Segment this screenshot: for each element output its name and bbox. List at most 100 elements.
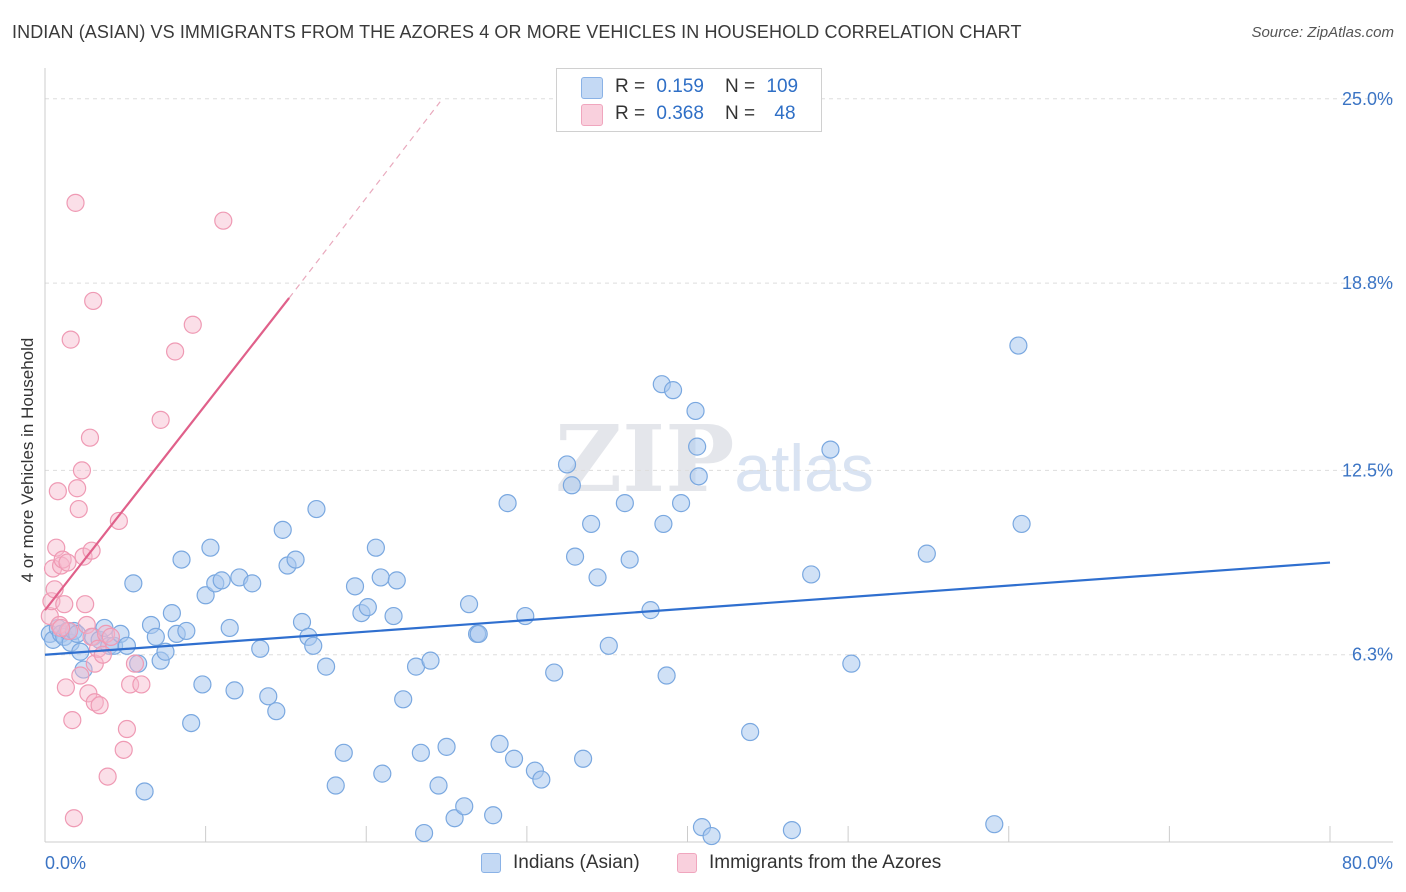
y-axis-label: 4 or more Vehicles in Household [18, 337, 37, 583]
data-point-azores [79, 684, 98, 703]
data-point-indians [421, 651, 440, 670]
data-point-indians [225, 681, 244, 700]
legend-row-indians: R = 0.159 N = 109 [557, 74, 821, 100]
data-point-indians [782, 821, 802, 840]
data-point-indians [565, 547, 585, 566]
data-point-indians [671, 494, 691, 513]
data-point-indians [573, 749, 593, 768]
data-point-indians [243, 574, 262, 593]
data-point-azores [48, 482, 67, 501]
data-point-azores [58, 553, 77, 572]
data-point-indians [387, 571, 406, 590]
watermark-zip: ZIP [555, 405, 735, 513]
data-point-indians [286, 550, 305, 569]
trend-line-azores [44, 297, 291, 611]
data-point-indians [146, 627, 165, 646]
data-point-indians [304, 636, 323, 655]
data-point-indians [504, 749, 524, 768]
data-point-azores [132, 675, 151, 694]
data-point-azores [53, 550, 72, 569]
data-point-azores [68, 479, 87, 498]
legend-n-label: N = [725, 103, 756, 124]
legend-row-azores: R = 0.368 N = 48 [557, 101, 821, 127]
data-point-azores [80, 428, 100, 447]
data-point-azores [117, 719, 137, 739]
data-point-indians [615, 494, 634, 513]
data-point-indians [95, 618, 114, 638]
data-point-indians [532, 770, 551, 789]
data-point-indians [557, 455, 577, 474]
watermark: ZIPatlas [555, 405, 874, 513]
legend-swatch-indians [581, 77, 603, 99]
data-point-indians [469, 624, 488, 644]
data-point-indians [821, 440, 840, 459]
data-point-indians [196, 586, 215, 605]
y-axis-label-wrap: 4 or more Vehicles in Household [16, 180, 40, 740]
data-point-azores [63, 711, 82, 730]
data-point-indians [599, 636, 618, 655]
data-point-indians [135, 782, 154, 801]
data-point-azores [66, 193, 85, 212]
data-point-azores [214, 211, 233, 230]
data-point-azores [50, 615, 69, 635]
data-point-indians [373, 764, 392, 783]
data-point-azores [77, 615, 96, 635]
legend-r-label: R = [615, 76, 646, 97]
bottom-legend-label-indians: Indians (Asian) [513, 852, 640, 873]
data-point-indians [562, 476, 581, 495]
data-point-azores [76, 595, 95, 614]
data-point-azores [98, 767, 117, 786]
y-tick-label: 12.5% [1342, 460, 1393, 480]
data-point-azores [93, 645, 112, 664]
data-point-indians [620, 550, 639, 569]
bottom-legend-label-azores: Immigrants from the Azores [709, 852, 942, 873]
data-point-indians [484, 806, 503, 825]
data-point-indians [437, 737, 456, 756]
legend-n-indians: N = 109 [725, 76, 798, 98]
y-tick-label: 6.3% [1352, 645, 1393, 665]
data-point-indians [411, 743, 430, 762]
bottom-legend-azores: Immigrants from the Azores [677, 852, 941, 874]
legend-r-value: 0.159 [656, 76, 704, 97]
watermark-atlas: atlas [734, 431, 874, 505]
data-point-azores [85, 693, 104, 712]
data-point-azores [72, 461, 92, 480]
data-point-azores [55, 595, 74, 614]
bottom-legend-indians: Indians (Asian) [481, 852, 640, 874]
data-point-indians [124, 574, 143, 593]
data-point-indians [182, 713, 201, 733]
legend-r-label: R = [615, 103, 646, 124]
data-point-indians [459, 595, 479, 614]
data-point-azores [56, 678, 75, 697]
data-point-azores [51, 618, 71, 638]
data-point-indians [741, 722, 760, 742]
data-point-indians [545, 663, 564, 682]
data-point-indians [212, 571, 231, 590]
data-point-azores [151, 410, 170, 429]
data-point-indians [455, 797, 474, 816]
x-tick-label: 80.0% [1342, 853, 1393, 873]
data-point-azores [114, 740, 133, 759]
data-point-azores [96, 624, 116, 644]
data-point-azores [71, 666, 90, 685]
data-point-azores [166, 342, 185, 361]
data-point-indians [326, 776, 345, 795]
data-point-indians [429, 776, 448, 795]
data-point-azores [84, 291, 103, 311]
data-point-indians [345, 577, 365, 596]
data-point-azores [90, 696, 109, 715]
data-point-indians [273, 520, 292, 539]
data-point-indians [663, 381, 683, 400]
data-point-indians [162, 603, 181, 623]
bottom-legend-swatch-azores [677, 853, 697, 873]
data-point-indians [316, 657, 336, 676]
data-point-indians [307, 499, 326, 519]
data-point-azores [125, 654, 145, 673]
trend-line-azores-extension [288, 101, 441, 299]
chart-title: INDIAN (ASIAN) VS IMMIGRANTS FROM THE AZ… [12, 22, 1022, 42]
data-point-azores [183, 315, 202, 334]
data-point-indians [588, 568, 607, 587]
data-point-indians [582, 514, 601, 534]
data-point-indians [686, 401, 705, 421]
